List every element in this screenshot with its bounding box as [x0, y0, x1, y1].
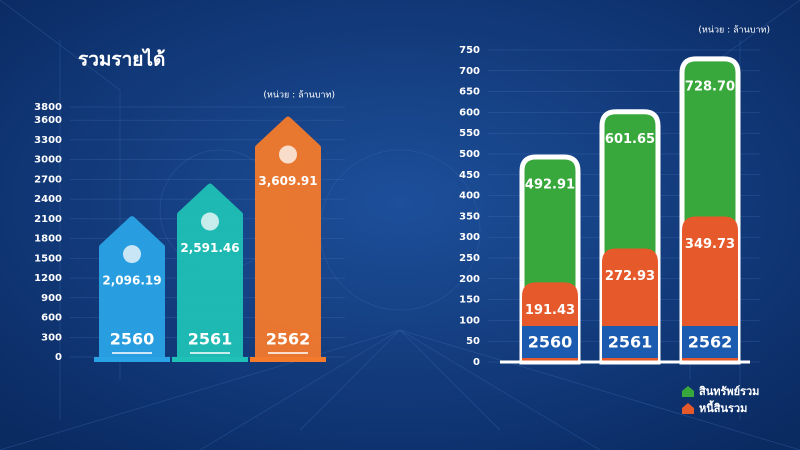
y-tick-label: 50 — [466, 336, 480, 347]
y-tick-label: 3600 — [34, 115, 62, 126]
x-tick-label: 2562 — [266, 330, 311, 349]
y-tick-label: 300 — [41, 332, 62, 343]
y-tick-label: 600 — [41, 313, 62, 324]
x-tick-label: 2560 — [110, 330, 155, 349]
y-tick-label: 600 — [459, 107, 480, 118]
y-tick-label: 3300 — [34, 135, 62, 146]
value-label: 492.91 — [525, 177, 575, 192]
year-box — [602, 326, 658, 358]
bar — [682, 216, 738, 362]
value-label: 3,609.91 — [258, 174, 317, 188]
value-label: 272.93 — [605, 269, 655, 284]
y-tick-label: 100 — [459, 315, 480, 326]
pie-icon — [201, 212, 219, 231]
value-label: 2,096.19 — [102, 274, 161, 288]
y-tick-label: 3000 — [34, 155, 62, 166]
chart-title: รวมรายได้ — [78, 48, 165, 71]
y-tick-label: 1800 — [34, 234, 62, 245]
y-tick-label: 500 — [459, 149, 480, 160]
y-tick-label: 300 — [459, 232, 480, 243]
y-tick-label: 3800 — [34, 102, 62, 113]
unit-label: (หน่วย : ล้านบาท) — [698, 25, 770, 36]
unit-label: (หน่วย : ล้านบาท) — [263, 90, 335, 101]
value-label: 601.65 — [605, 132, 655, 147]
base-strip — [250, 357, 326, 362]
value-label: 191.43 — [525, 303, 575, 318]
legend-label: หนี้สินรวม — [699, 400, 747, 415]
y-tick-label: 1200 — [34, 273, 62, 284]
value-label: 2,591.46 — [180, 241, 239, 255]
legend-swatch — [682, 403, 694, 414]
y-tick-label: 550 — [459, 128, 480, 139]
y-tick-label: 900 — [41, 293, 62, 304]
legend-swatch — [682, 386, 694, 397]
y-tick-label: 750 — [459, 45, 480, 56]
y-tick-label: 2700 — [34, 174, 62, 185]
pie-icon — [123, 245, 141, 264]
y-tick-label: 250 — [459, 253, 480, 264]
x-tick-label: 2561 — [188, 330, 233, 349]
x-tick-label: 2561 — [608, 333, 653, 352]
value-label: 728.70 — [685, 79, 735, 94]
y-tick-label: 2100 — [34, 214, 62, 225]
y-tick-label: 2400 — [34, 194, 62, 205]
year-box — [682, 326, 738, 358]
value-label: 349.73 — [685, 237, 735, 252]
year-box — [522, 326, 578, 358]
pie-icon — [279, 145, 297, 164]
y-tick-label: 200 — [459, 274, 480, 285]
y-tick-label: 350 — [459, 211, 480, 222]
x-tick-label: 2562 — [688, 333, 733, 352]
y-tick-label: 1500 — [34, 253, 62, 264]
base-strip — [94, 357, 170, 362]
y-tick-label: 150 — [459, 295, 480, 306]
base-strip — [172, 357, 248, 362]
y-tick-label: 450 — [459, 170, 480, 181]
legend-label: สินทรัพย์รวม — [699, 385, 760, 398]
y-tick-label: 0 — [473, 357, 480, 368]
y-tick-label: 0 — [55, 352, 62, 363]
y-tick-label: 650 — [459, 87, 480, 98]
x-tick-label: 2560 — [528, 333, 573, 352]
y-tick-label: 400 — [459, 191, 480, 202]
y-tick-label: 700 — [459, 66, 480, 77]
